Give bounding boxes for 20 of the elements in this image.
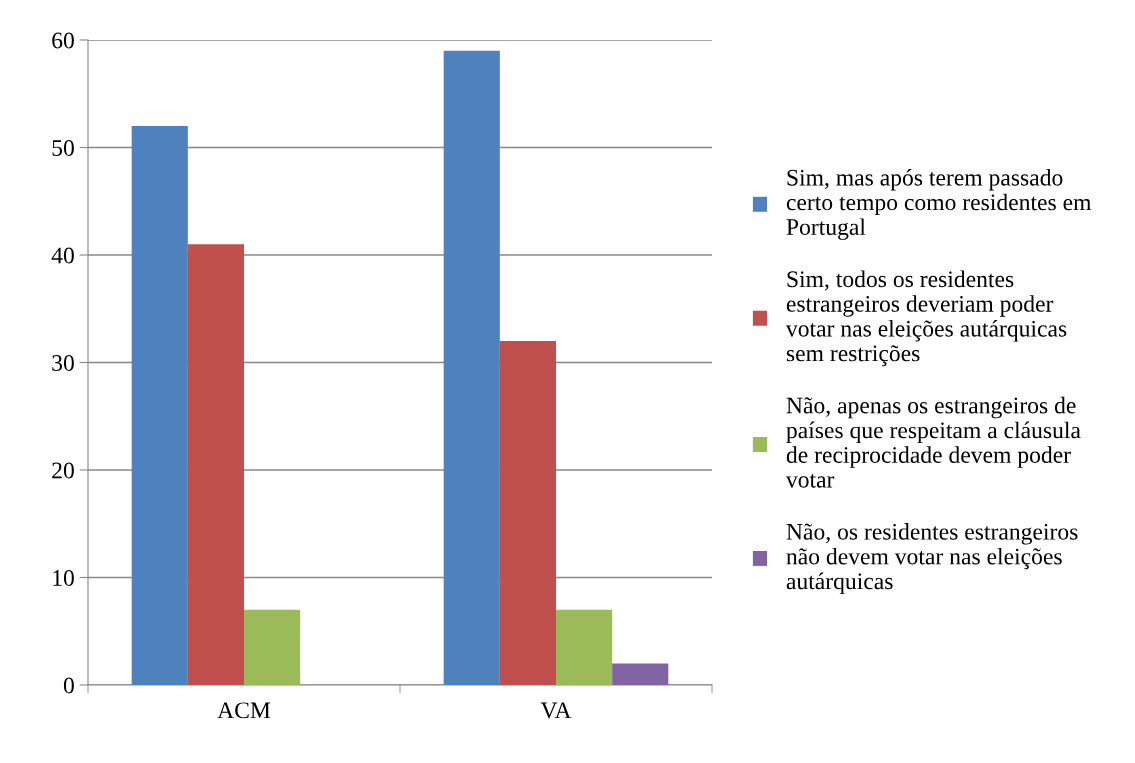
bar: [556, 609, 613, 685]
legend-label: Sim, mas após terem passado certo tempo como residentes em Portugal: [786, 168, 1092, 240]
y-tick-label: 30: [52, 354, 74, 371]
bar: [244, 609, 301, 685]
x-tick-label: VA: [540, 702, 572, 719]
bar: [612, 663, 669, 685]
legend-label: Sim, todos os residentes estrangeiros deveriam poder votar nas eleições autárquicas sem restrições: [785, 270, 1067, 367]
legend-label: Não, os residentes estrangeiros não devem votar nas eleições autárquicas: [786, 523, 1078, 595]
legend-label: Não, apenas os estrangeiros de países que respeitam a cláusula de reciprocidade devem poder votar: [785, 396, 1081, 488]
y-tick-label: 20: [52, 462, 74, 479]
y-tick-label: 50: [52, 139, 74, 156]
bar: [499, 341, 556, 685]
y-tick-label: 40: [51, 247, 74, 264]
bar: [187, 244, 244, 685]
y-tick-label: 60: [52, 32, 74, 49]
y-tick-label: 10: [53, 569, 74, 586]
bar: [131, 126, 188, 685]
y-tick-label: 0: [63, 677, 74, 694]
x-tick-label: ACM: [217, 702, 271, 719]
bar: [443, 50, 500, 685]
